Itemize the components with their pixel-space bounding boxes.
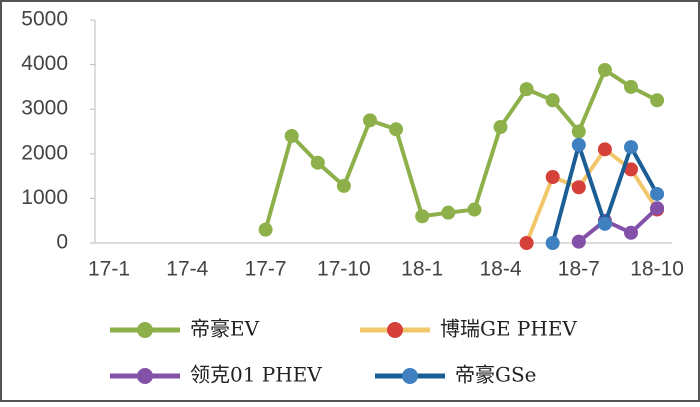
y-tick-label: 2000 (21, 141, 68, 164)
legend-label: 帝豪GSe (455, 363, 537, 387)
x-tick-label: 18-7 (558, 258, 600, 281)
point (571, 137, 586, 152)
legend-marker (137, 368, 153, 384)
point (650, 93, 665, 108)
y-tick-label: 4000 (21, 52, 68, 75)
point (493, 120, 508, 135)
point (363, 113, 377, 128)
x-tick-label: 18-10 (630, 258, 684, 281)
point (467, 202, 482, 217)
point (597, 62, 612, 77)
point (258, 222, 273, 237)
point (571, 180, 586, 195)
point (597, 216, 612, 231)
point (571, 124, 586, 139)
point (624, 225, 638, 240)
point (650, 186, 665, 201)
point (545, 169, 560, 184)
y-tick-label: 5000 (21, 8, 68, 31)
legend-label: 帝豪EV (190, 317, 260, 341)
point (519, 236, 534, 250)
legend-marker (137, 322, 153, 338)
series-line (263, 67, 659, 231)
x-tick-label: 17-1 (88, 258, 130, 281)
point (624, 162, 638, 177)
series-line (577, 206, 659, 244)
y-tick-label: 3000 (21, 97, 68, 120)
point (571, 234, 586, 249)
legend-marker (402, 368, 418, 384)
point (597, 142, 612, 157)
legend-label: 博瑞GE PHEV (440, 317, 577, 341)
point (519, 82, 534, 97)
legend-marker (387, 322, 403, 338)
point (389, 122, 404, 137)
point (650, 201, 665, 216)
point (545, 236, 560, 250)
y-tick-label: 1000 (21, 186, 68, 209)
point (336, 178, 351, 193)
y-tick-label: 0 (56, 231, 68, 254)
point (624, 79, 638, 94)
point (545, 93, 560, 108)
x-tick-label: 18-4 (479, 258, 521, 281)
legend-label: 领克01 PHEV (190, 363, 322, 387)
point (441, 205, 456, 220)
point (624, 140, 638, 155)
x-tick-label: 17-10 (317, 258, 371, 281)
x-tick-label: 17-4 (166, 258, 208, 281)
point (310, 155, 325, 170)
x-tick-label: 18-1 (401, 258, 443, 281)
x-tick-label: 17-7 (245, 258, 287, 281)
point (415, 209, 430, 224)
series-line (524, 147, 659, 244)
point (284, 128, 299, 143)
